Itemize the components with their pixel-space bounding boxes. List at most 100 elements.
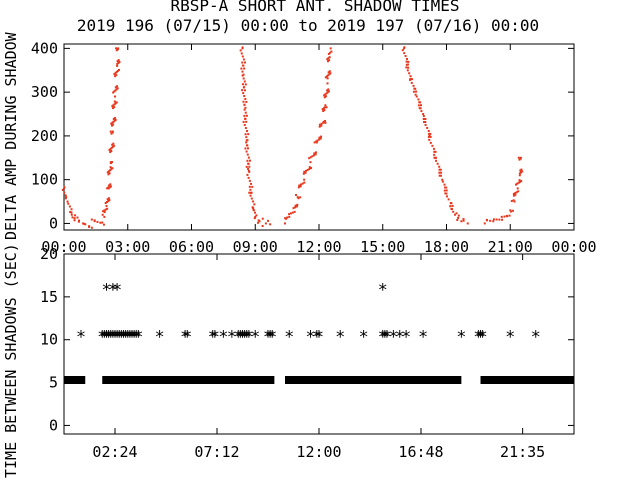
data-point xyxy=(408,72,411,75)
data-point xyxy=(116,69,119,72)
data-point: * xyxy=(475,327,485,347)
data-point xyxy=(115,101,118,104)
data-point xyxy=(101,213,104,216)
data-point xyxy=(327,57,330,60)
data-point xyxy=(422,113,425,116)
data-point xyxy=(329,72,332,75)
data-point xyxy=(245,100,248,103)
data-point xyxy=(323,96,326,99)
data-point xyxy=(93,220,96,223)
data-point xyxy=(109,169,112,172)
data-point xyxy=(103,215,106,218)
data-point xyxy=(516,187,519,190)
data-point: * xyxy=(112,280,122,300)
data-point xyxy=(244,117,247,120)
data-point: * xyxy=(237,327,247,347)
data-point xyxy=(454,213,456,216)
data-point xyxy=(245,141,248,144)
data-point xyxy=(410,81,413,84)
data-point: * xyxy=(97,327,107,347)
data-point xyxy=(78,219,80,222)
data-point xyxy=(114,75,117,78)
data-point xyxy=(327,52,330,55)
data-point xyxy=(90,226,93,229)
data-point xyxy=(509,209,512,212)
data-point xyxy=(70,213,73,216)
data-point xyxy=(415,95,418,98)
data-point xyxy=(66,200,69,203)
data-point xyxy=(105,201,108,204)
data-point xyxy=(116,87,119,90)
data-point xyxy=(460,220,463,223)
data-point: * xyxy=(314,327,324,347)
data-point: * xyxy=(244,327,254,347)
data-point xyxy=(323,94,326,97)
data-point xyxy=(254,215,257,218)
data-point xyxy=(415,90,418,93)
data-point xyxy=(248,185,251,188)
data-point: * xyxy=(208,327,218,347)
data-point: * xyxy=(456,327,466,347)
data-point xyxy=(310,167,313,170)
data-point xyxy=(241,83,244,86)
data-point xyxy=(288,215,291,218)
data-point xyxy=(243,86,246,89)
data-point: * xyxy=(104,327,114,347)
data-point xyxy=(432,147,435,150)
data-point xyxy=(440,171,443,174)
data-point xyxy=(245,165,248,168)
data-point xyxy=(318,125,321,128)
y-tick-label: 5 xyxy=(49,374,58,392)
data-point xyxy=(300,183,302,186)
data-point xyxy=(243,80,246,83)
data-point: * xyxy=(505,327,515,347)
data-point xyxy=(70,211,73,214)
data-point: * xyxy=(250,327,260,347)
data-point xyxy=(107,200,110,203)
data-point xyxy=(513,200,516,203)
data-point xyxy=(241,61,244,64)
data-point xyxy=(452,210,455,213)
data-point xyxy=(306,168,309,171)
y-tick-label: 400 xyxy=(31,39,58,57)
chart-title-line1: RBSP-A SHORT ANT. SHADOW TIMES xyxy=(171,0,460,15)
data-point xyxy=(406,63,409,66)
data-point xyxy=(243,108,246,111)
data-point xyxy=(323,109,326,112)
x-tick-label: 00:00 xyxy=(551,238,596,256)
data-point xyxy=(483,222,486,225)
data-point xyxy=(261,217,264,220)
data-point xyxy=(322,109,325,112)
data-point: * xyxy=(101,280,111,300)
data-point xyxy=(114,102,117,105)
data-point xyxy=(422,114,425,117)
data-point xyxy=(294,206,297,209)
y-tick-label: 10 xyxy=(40,331,58,349)
data-point xyxy=(292,207,295,210)
data-point xyxy=(518,158,521,161)
data-point xyxy=(243,114,246,117)
data-point xyxy=(423,120,426,123)
data-point xyxy=(113,119,116,122)
data-point: * xyxy=(378,280,388,300)
data-point xyxy=(322,120,325,123)
data-point xyxy=(257,221,260,224)
data-point xyxy=(261,224,264,227)
data-point xyxy=(64,197,67,200)
data-point xyxy=(110,149,113,152)
data-point xyxy=(319,137,322,140)
data-point xyxy=(512,194,515,197)
data-point xyxy=(111,143,114,146)
data-point xyxy=(107,186,110,189)
data-point xyxy=(249,194,252,197)
data-point xyxy=(515,191,518,194)
data-point xyxy=(116,62,119,65)
x-tick-label: 03:00 xyxy=(105,238,150,256)
y-tick-label: 20 xyxy=(40,245,58,263)
data-point xyxy=(113,106,116,109)
data-point xyxy=(313,141,316,144)
data-point xyxy=(518,172,521,175)
data-point xyxy=(498,218,501,221)
data-point xyxy=(417,104,420,107)
data-point xyxy=(429,135,432,138)
